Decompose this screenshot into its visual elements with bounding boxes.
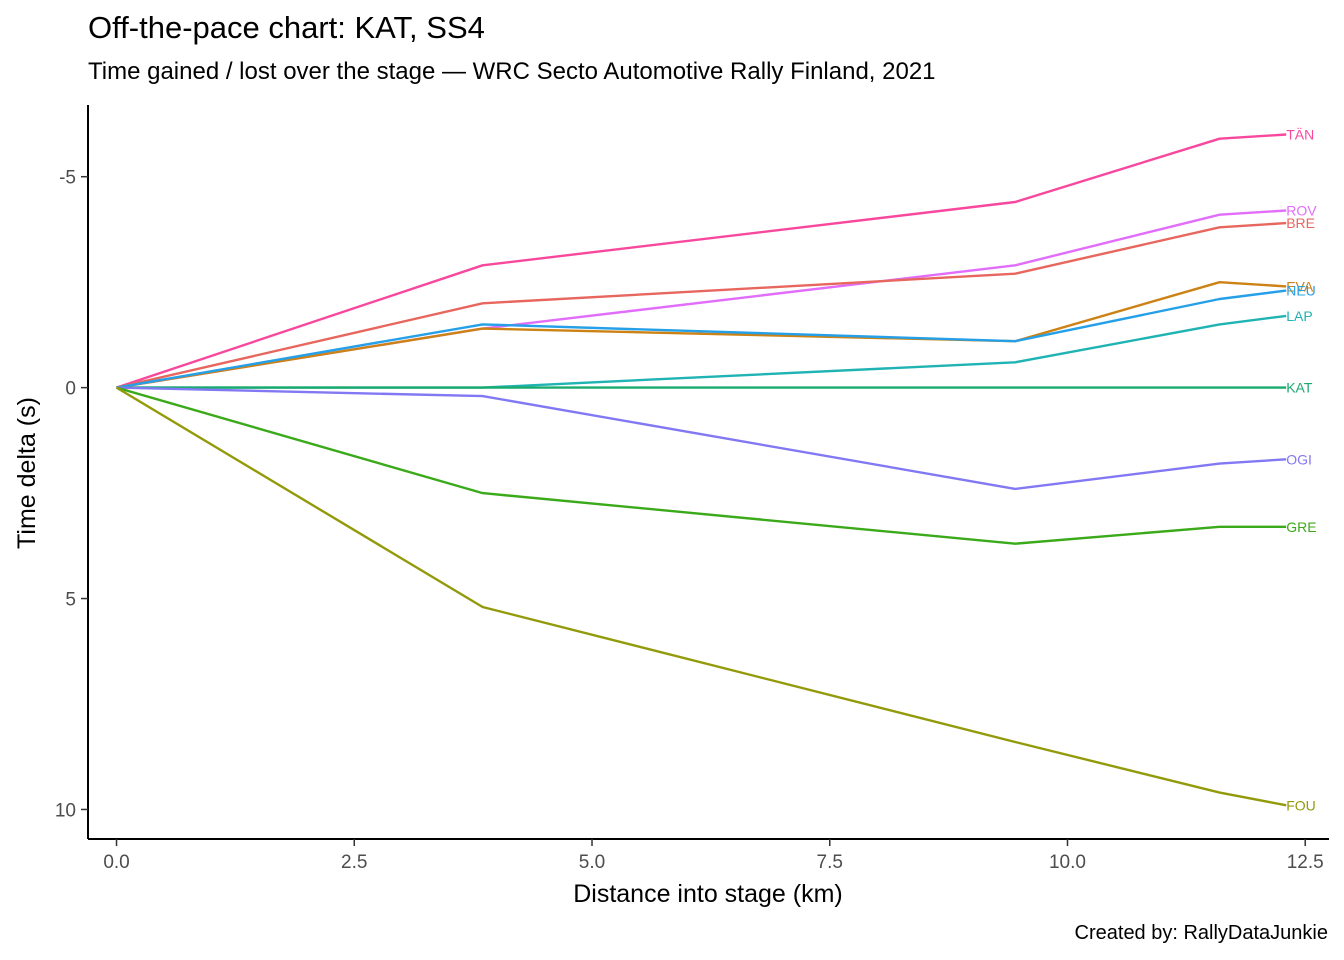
chart-title: Off-the-pace chart: KAT, SS4 [88, 10, 485, 45]
series-label: EVA [1286, 278, 1314, 294]
series-line-tän [116, 133, 1287, 389]
x-tick-label: 12.5 [1287, 852, 1324, 873]
chart-subtitle: Time gained / lost over the stage — WRC … [88, 58, 936, 85]
x-tick-label: 7.5 [817, 852, 843, 873]
series-line-gre [116, 386, 1287, 545]
x-axis-title: Distance into stage (km) [573, 880, 843, 908]
y-tick-label: 10 [55, 800, 76, 821]
x-tick-label: 5.0 [579, 852, 605, 873]
series-label: BRE [1286, 215, 1315, 231]
series-lines [115, 133, 1287, 807]
y-tick-label: -5 [59, 168, 76, 189]
series-line-ogi [116, 386, 1287, 491]
chart-caption: Created by: RallyDataJunkie [1074, 922, 1328, 944]
series-label: ROV [1286, 202, 1317, 218]
series-line-rov [116, 209, 1287, 389]
series-label: GRE [1286, 519, 1316, 535]
axes: 0.0 2.5 5.0 7.5 10.0 12.5 -5 0 5 10 [55, 105, 1329, 873]
x-tick-label: 2.5 [341, 852, 367, 873]
series-label: FOU [1286, 797, 1316, 813]
x-tick-label: 10.0 [1049, 852, 1086, 873]
series-line-lap [116, 314, 1287, 389]
series-label: OGI [1286, 451, 1312, 467]
series-line-bre [116, 221, 1287, 389]
series-label: TÄN [1286, 127, 1314, 143]
y-tick-label: 5 [65, 590, 76, 611]
y-axis-title: Time delta (s) [13, 397, 41, 549]
x-tick-label: 0.0 [103, 852, 129, 873]
series-line-eva [116, 281, 1287, 389]
series-label: KAT [1286, 380, 1313, 396]
series-line-neu [116, 289, 1287, 389]
series-label: LAP [1286, 308, 1312, 324]
series-label: NEU [1286, 283, 1316, 299]
y-tick-label: 0 [65, 379, 76, 400]
series-line-fou [115, 386, 1287, 807]
